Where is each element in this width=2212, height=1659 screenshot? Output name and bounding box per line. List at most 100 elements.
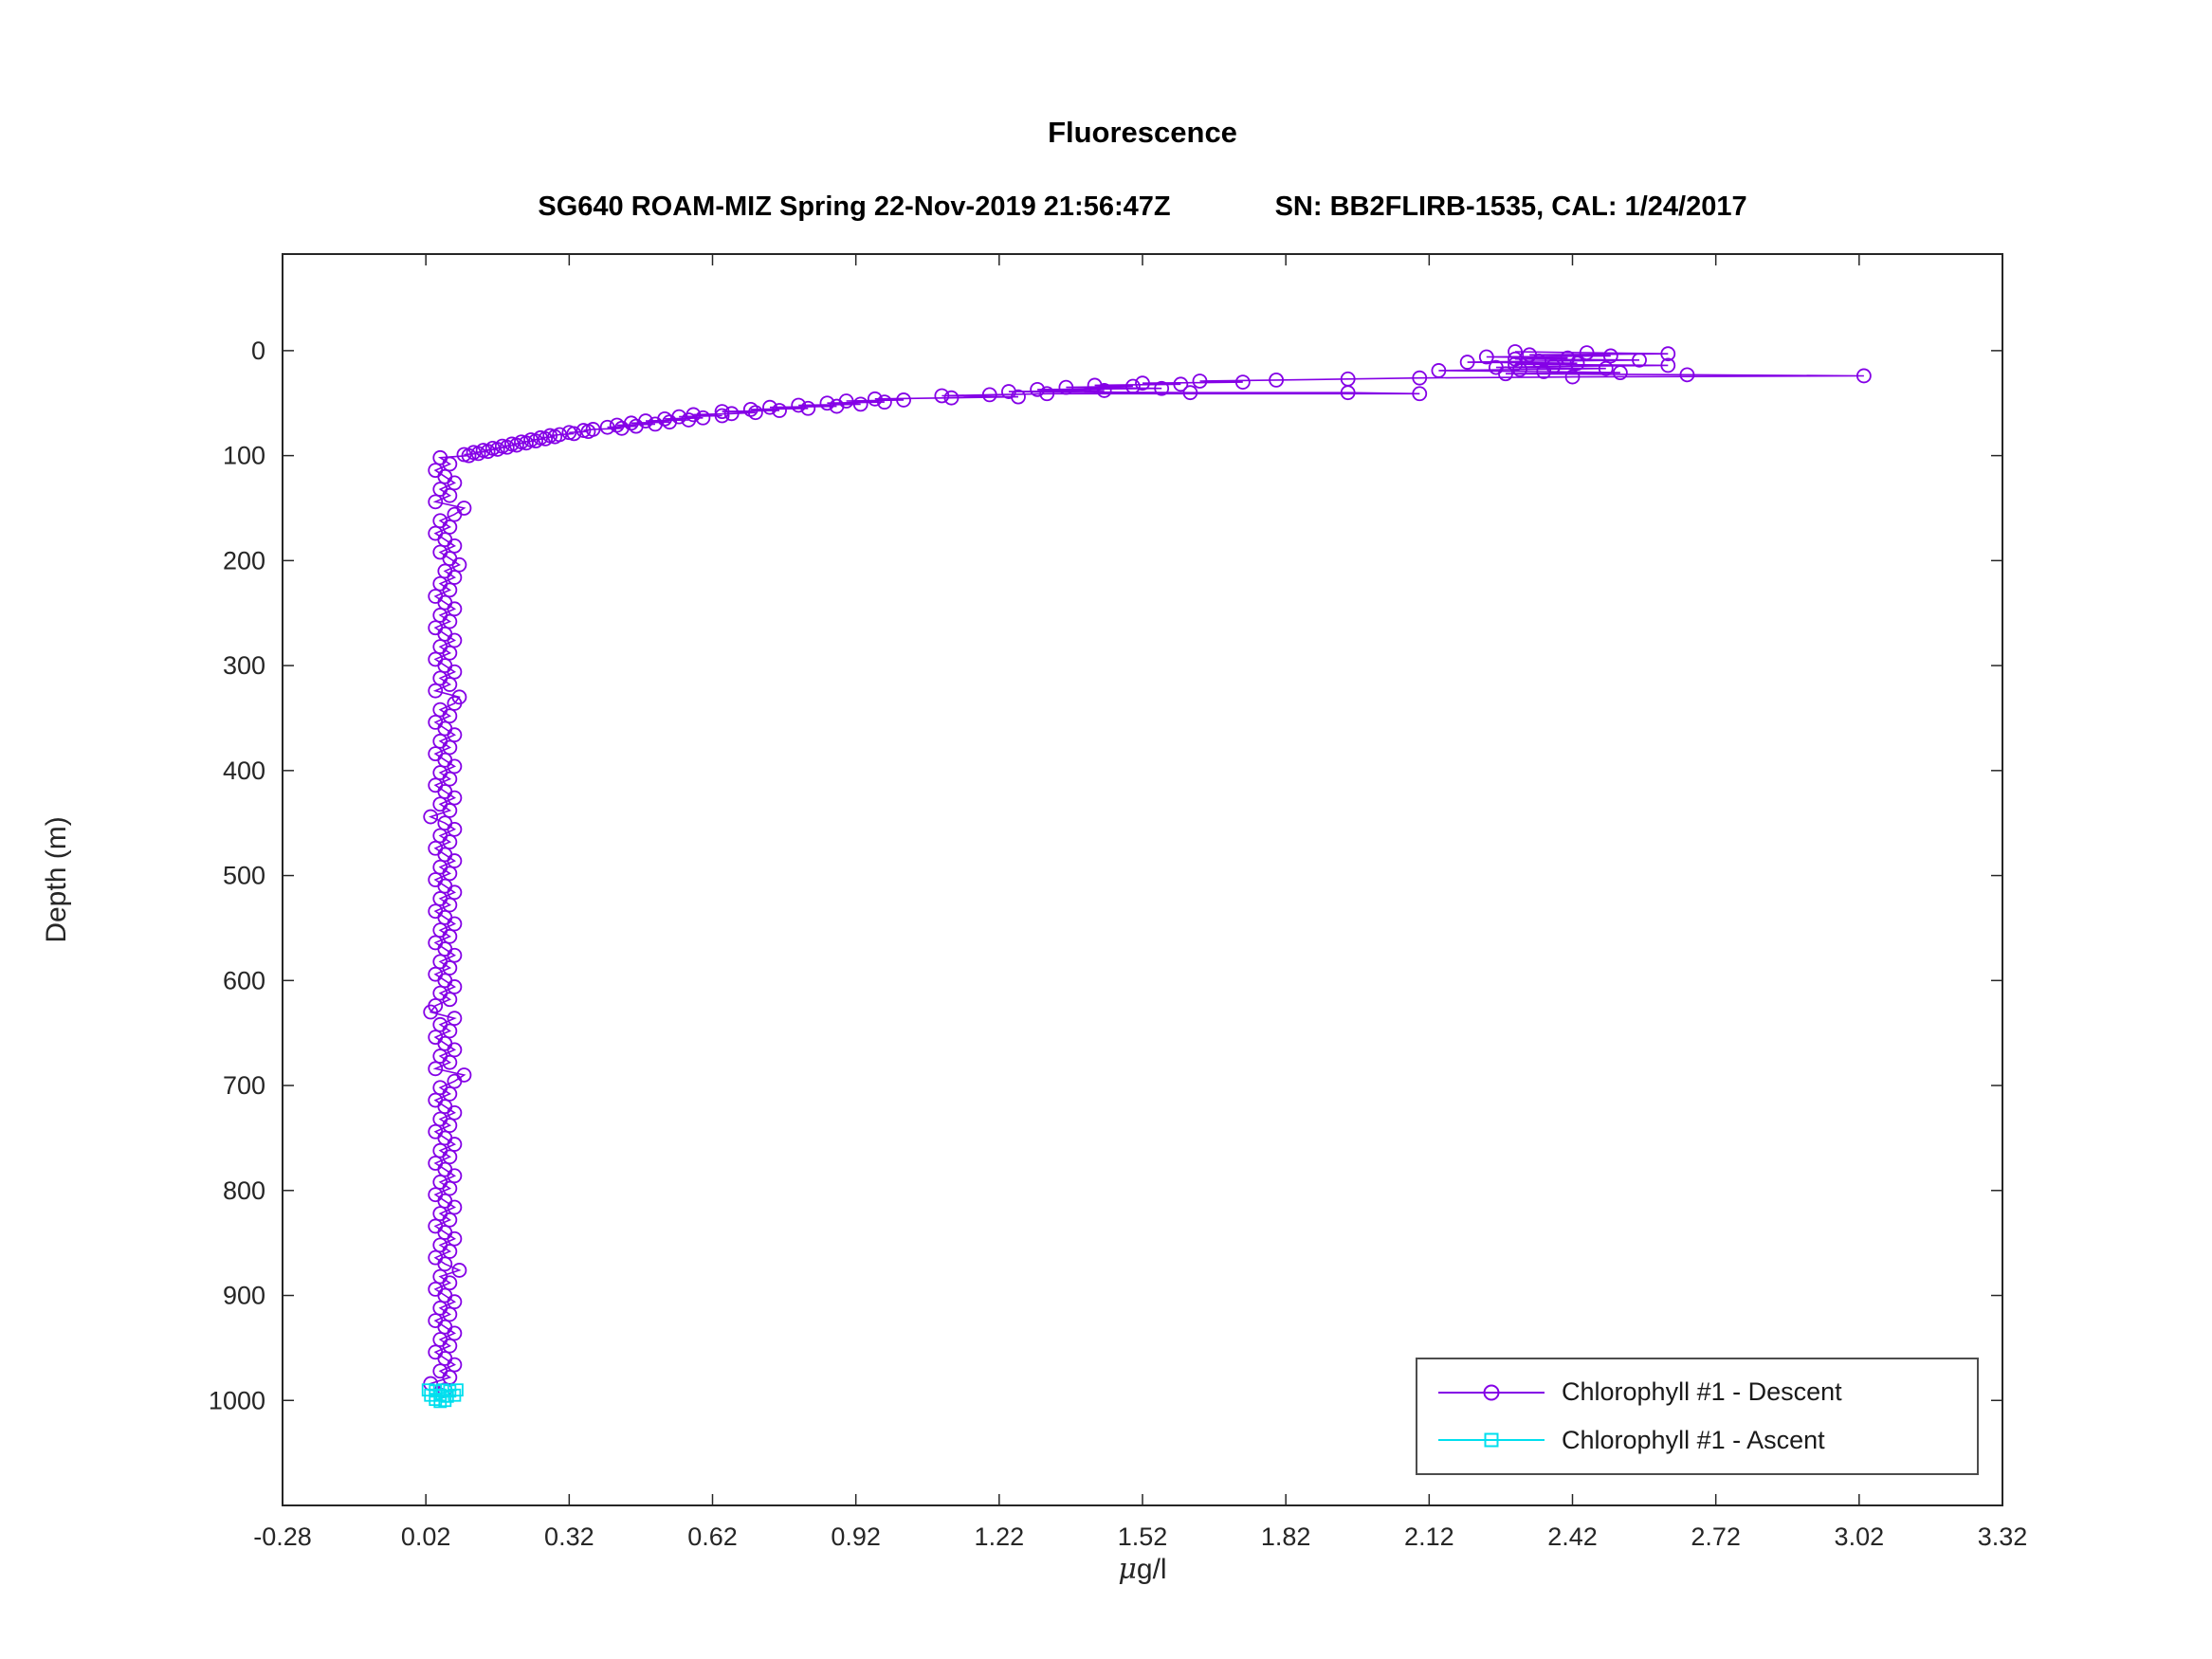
data-point-circle bbox=[447, 1168, 463, 1184]
y-tick-label: 900 bbox=[223, 1282, 265, 1310]
data-point-circle bbox=[681, 412, 697, 428]
data-point-circle bbox=[442, 897, 458, 913]
x-tick-label: 3.02 bbox=[1835, 1522, 1885, 1551]
data-point-circle bbox=[447, 1073, 463, 1089]
x-axis-label: μg/l bbox=[283, 1553, 2002, 1586]
x-axis: -0.28 0.02 0.32 0.62 0.92 1.22 1.52 1.82 2.12 2.4… bbox=[253, 254, 2027, 1551]
data-point-circle bbox=[447, 1357, 463, 1373]
data-point-circle bbox=[447, 790, 463, 806]
data-point-circle bbox=[648, 416, 663, 432]
data-point-circle bbox=[447, 853, 463, 868]
data-point-circle bbox=[1459, 355, 1475, 370]
data-point-circle bbox=[1011, 389, 1026, 405]
data-point-circle bbox=[1192, 374, 1208, 389]
data-point-circle bbox=[442, 771, 458, 787]
data-point-circle bbox=[1660, 346, 1676, 362]
data-point-circle bbox=[747, 405, 763, 421]
data-point-circle bbox=[1058, 379, 1074, 395]
x-axis-label-units: g/l bbox=[1136, 1554, 1167, 1585]
data-point-circle bbox=[509, 437, 524, 453]
legend-circle-marker-icon bbox=[1483, 1384, 1500, 1401]
data-point-circle bbox=[442, 1306, 458, 1322]
legend-entry-ascent: Chlorophyll #1 - Ascent bbox=[1417, 1426, 1977, 1455]
data-point-circle bbox=[1182, 385, 1198, 401]
data-point-circle bbox=[714, 404, 730, 420]
legend-square-marker-icon bbox=[1484, 1432, 1499, 1448]
data-point-circle bbox=[442, 1338, 458, 1354]
y-tick-label: 800 bbox=[223, 1176, 265, 1205]
y-tick-label: 200 bbox=[223, 546, 265, 574]
x-tick-label: 0.62 bbox=[687, 1522, 738, 1551]
data-point-circle bbox=[1412, 370, 1428, 386]
data-point-circle bbox=[791, 397, 807, 413]
data-point-circle bbox=[896, 392, 911, 408]
data-point-circle bbox=[442, 520, 458, 535]
y-tick-label: 100 bbox=[223, 442, 265, 470]
series-ascent bbox=[421, 1383, 464, 1409]
legend: Chlorophyll #1 - Descent Chlorophyll #1 … bbox=[1416, 1358, 1979, 1475]
data-point-circle bbox=[1269, 372, 1284, 388]
chart-title: Fluorescence bbox=[1048, 116, 1237, 149]
data-point-circle bbox=[442, 582, 458, 598]
data-point-circle bbox=[599, 419, 615, 435]
data-point-circle bbox=[1598, 360, 1614, 376]
data-point-circle bbox=[442, 960, 458, 975]
data-point-circle bbox=[447, 979, 463, 994]
data-point-circle bbox=[442, 677, 458, 692]
data-point-circle bbox=[423, 809, 439, 825]
data-point-circle bbox=[447, 696, 463, 711]
data-point-circle bbox=[447, 821, 463, 837]
data-point-circle bbox=[447, 1325, 463, 1341]
data-point-circle bbox=[447, 632, 463, 648]
data-point-circle bbox=[442, 1212, 458, 1228]
data-point-circle bbox=[447, 538, 463, 554]
data-point-circle bbox=[772, 403, 787, 418]
data-point-circle bbox=[829, 398, 845, 414]
data-point-circle bbox=[566, 426, 582, 442]
data-point-circle bbox=[447, 1294, 463, 1310]
data-point-circle bbox=[447, 506, 463, 522]
data-point-circle bbox=[981, 387, 997, 403]
data-point-circle bbox=[1340, 385, 1356, 401]
chart-subtitle: SG640 ROAM-MIZ Spring 22-Nov-2019 21:56:… bbox=[283, 191, 2002, 223]
data-point-circle bbox=[442, 1180, 458, 1196]
data-point-circle bbox=[1564, 369, 1581, 385]
data-point-circle bbox=[447, 947, 463, 963]
data-point-circle bbox=[442, 1275, 458, 1291]
x-tick-label: 0.32 bbox=[544, 1522, 594, 1551]
data-point-circle bbox=[1431, 363, 1447, 378]
data-point-circle bbox=[695, 410, 711, 426]
chart-subtitle-mission: SG640 ROAM-MIZ Spring 22-Nov-2019 21:56:… bbox=[538, 191, 1171, 222]
data-point-circle bbox=[442, 834, 458, 850]
data-point-circle bbox=[613, 420, 630, 436]
data-point-circle bbox=[442, 928, 458, 944]
series-descent bbox=[423, 344, 1872, 1398]
data-point-circle bbox=[437, 1256, 453, 1272]
y-tick-label: 700 bbox=[223, 1071, 265, 1100]
data-point-circle bbox=[1660, 357, 1676, 374]
x-tick-label: 2.12 bbox=[1404, 1522, 1454, 1551]
data-point-circle bbox=[1135, 375, 1150, 392]
data-point-circle bbox=[442, 1086, 458, 1102]
data-point-circle bbox=[1536, 364, 1552, 379]
data-point-circle bbox=[461, 447, 477, 464]
data-point-circle bbox=[442, 1369, 458, 1385]
data-point-circle bbox=[1125, 378, 1141, 394]
x-tick-label: 3.32 bbox=[1978, 1522, 2028, 1551]
data-point-circle bbox=[447, 1042, 463, 1058]
data-point-circle bbox=[628, 418, 644, 434]
legend-label-ascent: Chlorophyll #1 - Ascent bbox=[1562, 1425, 1825, 1454]
x-tick-label: 2.42 bbox=[1547, 1522, 1598, 1551]
data-point-circle bbox=[489, 442, 505, 457]
data-point-circle bbox=[442, 1149, 458, 1165]
legend-sample-ascent bbox=[1438, 1427, 1545, 1453]
data-point-circle bbox=[442, 456, 458, 472]
data-point-circle bbox=[934, 388, 950, 404]
x-tick-label: 1.22 bbox=[975, 1522, 1025, 1551]
data-point-circle bbox=[447, 1104, 463, 1121]
data-point-circle bbox=[447, 884, 463, 901]
data-point-circle bbox=[662, 414, 678, 430]
data-point-circle bbox=[447, 601, 463, 617]
data-point-circle bbox=[447, 1011, 463, 1027]
